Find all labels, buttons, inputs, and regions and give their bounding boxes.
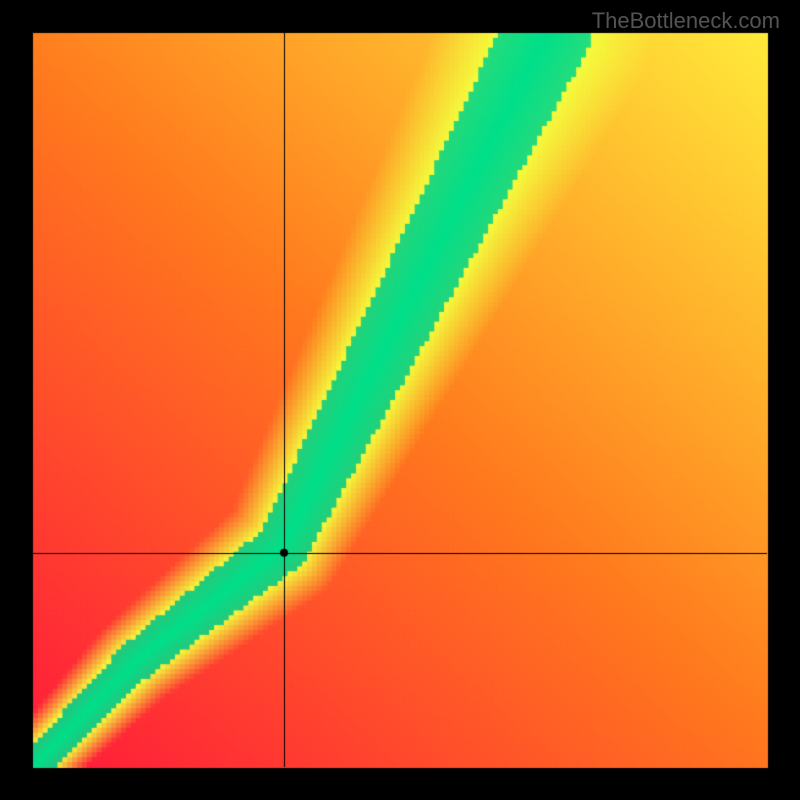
chart-container: { "watermark": { "text": "TheBottleneck.… [0,0,800,800]
bottleneck-heatmap [0,0,800,800]
watermark-text: TheBottleneck.com [592,8,780,34]
